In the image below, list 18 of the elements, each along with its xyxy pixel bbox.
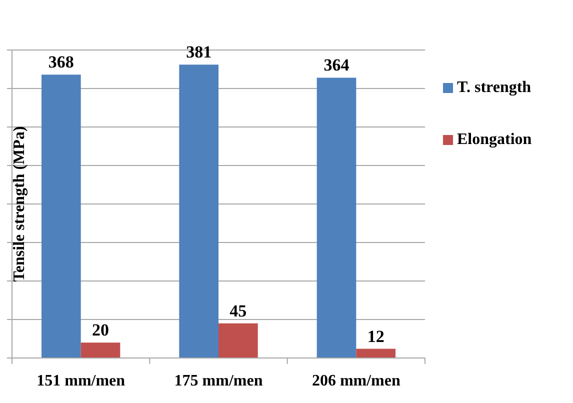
data-label: 45	[230, 301, 247, 320]
bar	[80, 342, 120, 358]
data-label: 364	[324, 56, 350, 75]
bar	[179, 64, 218, 358]
legend-label: Elongation	[457, 131, 532, 148]
y-axis-title: Tensile strength (MPa)	[11, 126, 28, 282]
x-tick-label: 151 mm/men	[36, 372, 126, 390]
data-label: 381	[186, 42, 212, 62]
x-tick-label: 175 mm/men	[174, 372, 263, 390]
x-tick-label: 206 mm/men	[312, 372, 400, 390]
bar	[316, 78, 356, 358]
bar	[356, 348, 396, 358]
legend-label: T. strength	[457, 79, 532, 96]
data-label: 20	[92, 320, 109, 340]
data-label: 368	[48, 52, 74, 72]
data-label: 12	[367, 326, 384, 346]
bar	[42, 74, 81, 358]
bar	[218, 323, 258, 358]
